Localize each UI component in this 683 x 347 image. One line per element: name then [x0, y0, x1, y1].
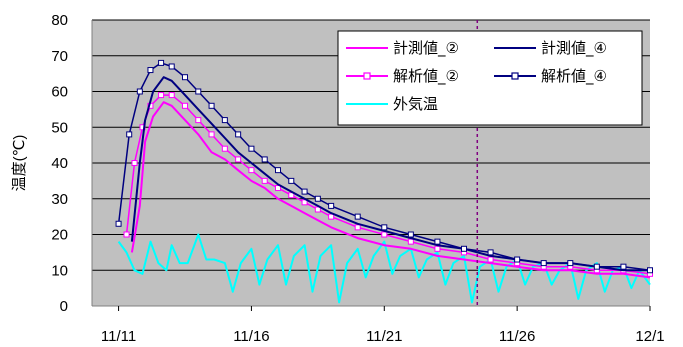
x-tick-label: 11/21 [366, 328, 402, 345]
data-point [248, 167, 255, 174]
data-point [182, 102, 188, 109]
x-tick-label: 12/1 [635, 328, 664, 345]
data-point [158, 92, 165, 99]
data-point [261, 177, 268, 184]
y-tick-label: 40 [51, 155, 68, 172]
y-tick-label: 0 [60, 298, 68, 315]
x-tick-label: 11/11 [101, 328, 136, 345]
x-tick-label: 11/16 [233, 328, 269, 345]
data-point [354, 213, 361, 220]
series-3 [123, 92, 653, 277]
legend-label: 計測値_② [393, 39, 459, 58]
data-point [301, 188, 308, 195]
legend-label: 計測値_④ [541, 39, 607, 58]
data-point [221, 145, 228, 152]
series-line [117, 233, 651, 304]
data-point [235, 156, 242, 163]
y-axis-label: 温度(℃) [11, 135, 28, 192]
data-point [136, 88, 143, 95]
data-point [540, 260, 547, 267]
series-1 [130, 101, 651, 279]
data-point [168, 63, 175, 70]
y-tick-label: 60 [51, 84, 68, 101]
data-point [434, 245, 441, 252]
y-tick-label: 50 [51, 119, 68, 136]
data-point [131, 160, 138, 166]
data-point [115, 220, 122, 227]
y-tick-label: 20 [51, 227, 68, 244]
data-point [221, 117, 228, 124]
data-point [354, 224, 361, 231]
series-line [130, 101, 651, 279]
x-tick-label: 11/26 [499, 328, 535, 345]
data-point [235, 131, 242, 138]
data-point [123, 231, 130, 238]
data-point [261, 156, 268, 163]
data-point [514, 256, 521, 263]
data-point [275, 167, 281, 174]
data-point [168, 92, 175, 99]
x-axis-ticks: 11/11 11/16 11/21 11/26 12/1 [101, 306, 665, 345]
data-point [195, 88, 202, 95]
data-point [381, 231, 388, 238]
data-point [328, 202, 335, 209]
legend: 計測値_② 計測値_④ 解析値_② 解析値_④ 外気温 [337, 30, 643, 126]
y-tick-label: 10 [51, 262, 68, 279]
data-point [314, 195, 321, 202]
data-point [620, 263, 627, 270]
data-point [381, 224, 388, 231]
y-tick-label: 70 [51, 48, 68, 65]
legend-label: 解析値_④ [541, 67, 607, 86]
series-group [115, 59, 653, 304]
legend-entry: 外気温 [346, 95, 438, 113]
data-point [407, 231, 414, 238]
data-point [487, 249, 494, 256]
data-point [126, 131, 133, 138]
data-point [593, 263, 600, 270]
y-tick-label: 80 [51, 12, 68, 29]
data-point [195, 117, 202, 124]
data-point [248, 145, 255, 152]
y-axis-ticks: 0 10 20 30 40 50 60 70 80 [51, 12, 68, 315]
legend-entry: 解析値_② [346, 67, 459, 86]
legend-label: 解析値_② [393, 67, 459, 86]
legend-box [337, 30, 643, 126]
legend-entry: 計測値_④ [494, 39, 607, 58]
y-tick-label: 30 [51, 191, 68, 208]
legend-marker [363, 72, 371, 80]
series-5 [117, 233, 651, 304]
data-point [182, 74, 188, 81]
data-point [288, 177, 295, 184]
data-point [208, 131, 215, 138]
legend-marker [511, 72, 519, 80]
data-point [434, 238, 441, 245]
data-point [567, 260, 574, 267]
data-point [147, 67, 154, 74]
data-point [647, 267, 653, 274]
data-point [158, 59, 165, 66]
legend-entry: 解析値_④ [494, 67, 607, 86]
series-4 [115, 59, 653, 274]
data-point [461, 245, 467, 252]
data-point [208, 102, 215, 109]
data-point [407, 238, 414, 245]
data-point [487, 256, 494, 263]
legend-entry: 計測値_② [346, 39, 459, 58]
legend-label: 外気温 [393, 95, 438, 113]
